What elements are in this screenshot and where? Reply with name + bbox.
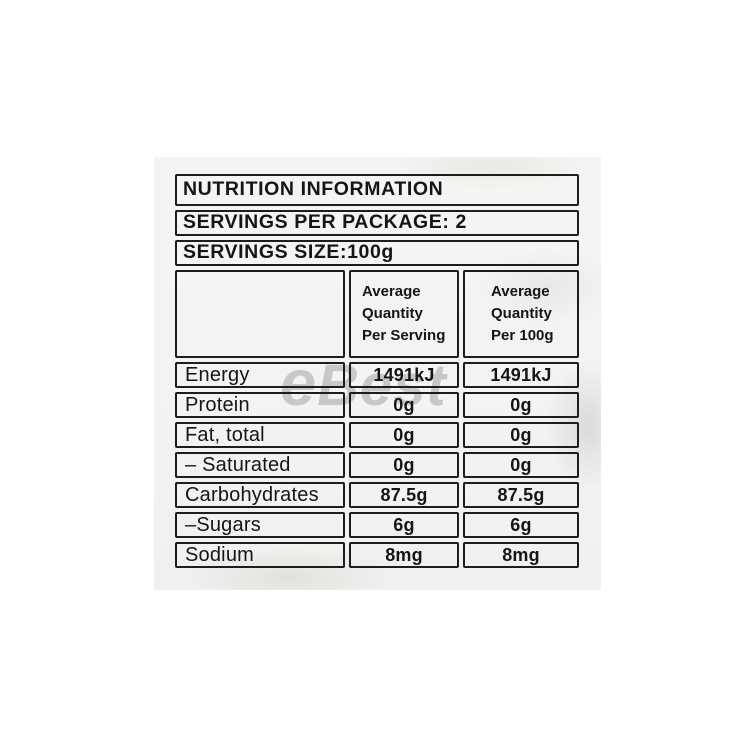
row-value-sodium-per-100g: 8mg <box>463 542 579 568</box>
row-value-sugars-per-100g: 6g <box>463 512 579 538</box>
row-value-fat-total-per-serving: 0g <box>349 422 459 448</box>
row-label-saturated: – Saturated <box>175 452 345 478</box>
row-value-energy-per-serving: 1491kJ <box>349 362 459 388</box>
row-value-carbohydrates-per-100g: 87.5g <box>463 482 579 508</box>
row-label-protein: Protein <box>175 392 345 418</box>
row-value-saturated-per-serving: 0g <box>349 452 459 478</box>
row-label-sugars: –Sugars <box>175 512 345 538</box>
header-line: Per Serving <box>362 327 446 344</box>
row-value-sodium-per-serving: 8mg <box>349 542 459 568</box>
row-value-protein-per-100g: 0g <box>463 392 579 418</box>
header-per-serving: Average Quantity Per Serving <box>349 270 459 358</box>
row-value-protein-per-serving: 0g <box>349 392 459 418</box>
header-line: Per 100g <box>491 327 554 344</box>
row-value-energy-per-100g: 1491kJ <box>463 362 579 388</box>
row-value-fat-total-per-100g: 0g <box>463 422 579 448</box>
header-line: Quantity <box>491 305 552 322</box>
header-line: Average <box>491 283 550 300</box>
row-label-energy: Energy <box>175 362 345 388</box>
row-value-sugars-per-serving: 6g <box>349 512 459 538</box>
header-line: Average <box>362 283 421 300</box>
header-line: Quantity <box>362 305 423 322</box>
servings-per-package: SERVINGS PER PACKAGE: 2 <box>175 210 579 236</box>
row-label-sodium: Sodium <box>175 542 345 568</box>
row-value-saturated-per-100g: 0g <box>463 452 579 478</box>
row-value-carbohydrates-per-serving: 87.5g <box>349 482 459 508</box>
header-empty-cell <box>175 270 345 358</box>
package-photo: eBest NUTRITION INFORMATION SERVINGS PER… <box>154 157 601 590</box>
nutrition-title: NUTRITION INFORMATION <box>175 174 579 206</box>
serving-size: SERVINGS SIZE:100g <box>175 240 579 266</box>
row-label-carbohydrates: Carbohydrates <box>175 482 345 508</box>
header-per-100g: Average Quantity Per 100g <box>463 270 579 358</box>
row-label-fat-total: Fat, total <box>175 422 345 448</box>
nutrition-table: NUTRITION INFORMATION SERVINGS PER PACKA… <box>175 174 579 568</box>
